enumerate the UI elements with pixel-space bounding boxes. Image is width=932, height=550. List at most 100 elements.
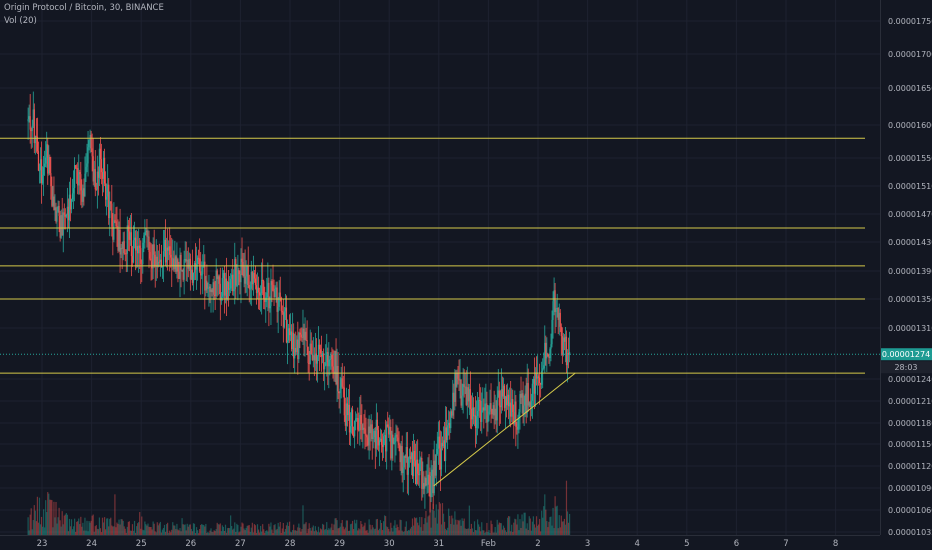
- candle-body: [532, 378, 535, 384]
- volume-bar: [285, 525, 288, 535]
- candle-body: [195, 263, 198, 270]
- price-axis[interactable]: 0.00001750 0.00001700 0.00001650 0.00001600…: [888, 17, 932, 537]
- volume-bar: [477, 519, 479, 535]
- candle-body: [226, 282, 229, 300]
- volume-bar: [473, 521, 476, 535]
- volume-bar: [27, 517, 29, 535]
- volume-bar: [391, 527, 393, 535]
- volume-bar: [186, 523, 188, 535]
- volume-bar: [381, 529, 384, 535]
- candle-body: [554, 290, 556, 312]
- volume-bar: [449, 515, 451, 535]
- candle-body: [106, 196, 108, 200]
- candle-body: [35, 135, 37, 137]
- volume-bar: [93, 531, 95, 535]
- volume-bar: [185, 530, 187, 535]
- volume-bar: [354, 519, 356, 535]
- volume-bar: [169, 530, 171, 535]
- candle-body: [408, 456, 411, 458]
- volume-bar: [343, 529, 345, 535]
- volume-bar: [478, 524, 480, 535]
- candle-body: [458, 378, 460, 381]
- volume-bar: [380, 522, 383, 535]
- candle-body: [304, 331, 306, 340]
- volume-bar: [90, 520, 92, 535]
- candle-body: [179, 254, 181, 279]
- candle-body: [558, 312, 560, 320]
- candle-body: [543, 365, 545, 369]
- volume-bar: [552, 507, 554, 535]
- candle-body: [84, 173, 86, 197]
- volume-bar: [179, 528, 181, 535]
- volume-bar: [209, 530, 211, 535]
- volume-bar: [377, 530, 380, 535]
- volume-bar: [226, 528, 229, 535]
- candle-body: [465, 386, 467, 405]
- volume-bar: [232, 529, 234, 535]
- volume-bar: [142, 529, 144, 535]
- volume-bar: [252, 532, 254, 535]
- candle-body: [64, 214, 66, 217]
- horizontal-levels[interactable]: [0, 137, 865, 374]
- candle-body: [511, 399, 513, 417]
- candle-body: [71, 193, 74, 200]
- candle-body: [252, 272, 254, 285]
- volume-bar: [306, 533, 308, 535]
- volume-bar: [70, 519, 73, 535]
- candle-body: [118, 229, 120, 251]
- volume-bar: [315, 530, 318, 535]
- volume-bar: [324, 529, 326, 535]
- volume-bar: [102, 522, 105, 535]
- volume-bar: [323, 524, 325, 535]
- trendline[interactable]: [433, 372, 576, 487]
- price-tick-label: 0.00001390: [888, 267, 932, 276]
- volume-indicator-label[interactable]: Vol (20): [4, 16, 37, 26]
- candle-body: [212, 282, 214, 293]
- volume-bar: [362, 527, 364, 535]
- candle-body: [488, 411, 490, 416]
- volume-bar: [450, 524, 452, 535]
- candle-body: [404, 456, 406, 458]
- volume-bar: [498, 522, 500, 535]
- candle-body: [239, 274, 241, 283]
- volume-bar: [273, 525, 275, 535]
- candle-body: [347, 404, 350, 416]
- volume-bar: [144, 521, 146, 535]
- volume-bar: [151, 529, 153, 535]
- candle-body: [112, 226, 114, 240]
- volume-bar: [509, 516, 511, 535]
- volume-bar: [177, 529, 179, 535]
- candle-body: [454, 373, 456, 402]
- candle-body: [45, 157, 47, 164]
- volume-bar: [302, 505, 304, 535]
- candle-body: [149, 252, 151, 259]
- candle-body: [116, 226, 118, 227]
- volume-bar: [38, 497, 41, 535]
- volume-bar: [303, 524, 305, 535]
- volume-bar: [471, 528, 474, 535]
- candle-body: [410, 452, 413, 460]
- candle-body: [397, 437, 399, 443]
- volume-bar: [503, 527, 506, 535]
- candle-body: [92, 156, 94, 182]
- volume-bar: [233, 528, 235, 535]
- price-tick-label: 0.00001700: [888, 50, 932, 59]
- volume-bar: [249, 531, 251, 535]
- volume-bar: [208, 533, 210, 535]
- candle-body: [331, 354, 333, 367]
- candle-body: [225, 278, 228, 300]
- time-tick-label: 7: [783, 539, 788, 549]
- candle-body: [247, 265, 249, 285]
- candle-body: [280, 297, 282, 311]
- candle-body: [267, 282, 269, 293]
- volume-bar: [189, 524, 191, 535]
- time-axis[interactable]: 23 24 25 26 27 28 29 30 31 Feb 2 3 4 5 6 7 8: [37, 539, 839, 549]
- candle-body: [253, 272, 256, 279]
- volume-bar: [435, 504, 437, 535]
- candle-body: [74, 165, 76, 189]
- candle-body: [528, 402, 530, 406]
- chart-title[interactable]: Origin Protocol / Bitcoin, 30, BINANCE: [4, 3, 164, 13]
- candle-body: [546, 353, 548, 359]
- volume-bar: [199, 528, 201, 535]
